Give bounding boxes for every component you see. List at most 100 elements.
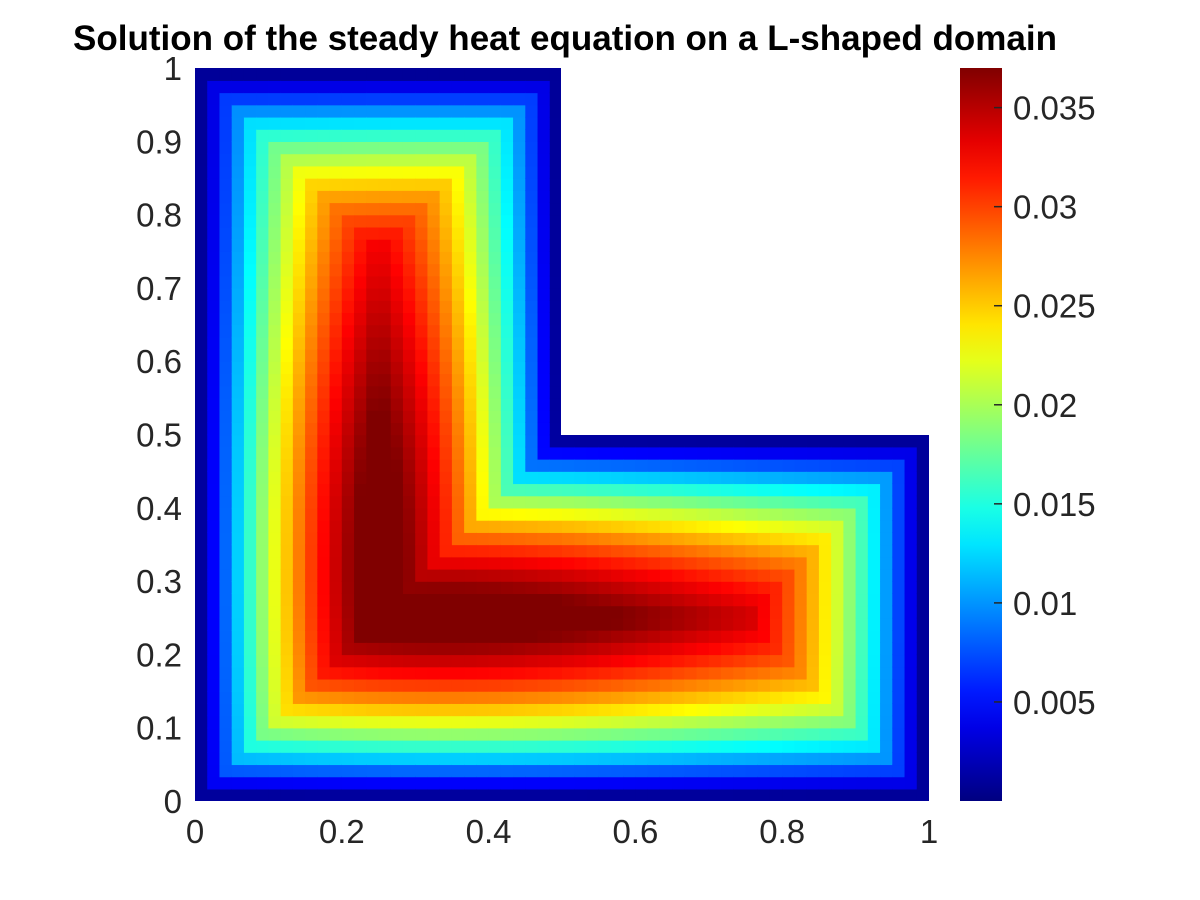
heatmap-cell [292,422,306,436]
heatmap-cell [513,116,526,130]
heatmap-cell [488,568,502,582]
heatmap-cell [549,263,563,277]
heatmap-cell [256,336,270,350]
heatmap-cell [904,593,918,607]
heatmap-cell [892,666,906,680]
heatmap-cell [537,68,551,81]
heatmap-cell [451,251,465,265]
heatmap-cell [537,263,551,277]
heatmap-cell [867,556,881,570]
heatmap-cell [525,434,539,448]
heatmap-cell [378,727,392,741]
heatmap-cell [354,336,367,350]
heatmap-cell [623,581,637,595]
heatmap-cell [476,202,490,216]
heatmap-cell [818,605,832,619]
heatmap-cell [195,703,208,717]
heatmap-cell [708,727,722,741]
heatmap-cell [292,141,306,155]
heatmap-cell [341,739,355,753]
heatmap-cell [549,458,563,472]
heatmap-cell [390,629,404,643]
heatmap-cell [256,703,270,717]
heatmap-cell [733,434,747,448]
heatmap-cell [195,483,208,497]
heatmap-cell [268,495,282,509]
heatmap-cell [219,422,233,436]
heatmap-cell [341,202,355,216]
heatmap-cell [721,581,734,595]
heatmap-cell [219,434,233,448]
heatmap-cell [317,666,331,680]
heatmap-cell [231,422,245,436]
heatmap-cell [268,642,282,656]
heatmap-cell [733,532,747,546]
heatmap-cell [402,251,416,265]
heatmap-cell [366,373,380,387]
heatmap-cell [231,703,245,717]
heatmap-cell [708,568,722,582]
heatmap-cell [598,593,612,607]
heatmap-cell [268,556,282,570]
heatmap-cell [219,471,233,485]
heatmap-cell [659,788,673,801]
heatmap-cell [892,629,906,643]
heatmap-cell [892,739,906,753]
heatmap-cell [292,532,306,546]
heatmap-cell [831,642,845,656]
heatmap-cell [464,495,478,509]
heatmap-cell [464,129,478,142]
heatmap-cell [427,703,441,717]
heatmap-cell [464,605,478,619]
heatmap-cell [390,275,404,289]
heatmap-cell [378,483,392,497]
heatmap-cell [610,739,624,753]
heatmap-cell [256,617,270,631]
heatmap-cell [476,727,490,741]
heatmap-cell [769,471,783,485]
heatmap-cell [513,471,526,485]
heatmap-cell [268,544,282,558]
heatmap-cell [219,495,233,509]
heatmap-cell [464,385,478,399]
heatmap-cell [598,532,612,546]
heatmap-cell [733,691,747,704]
heatmap-cell [806,691,820,704]
heatmap-cell [366,177,380,191]
heatmap-cell [476,348,490,362]
heatmap-cell [769,568,783,582]
heatmap-cell [586,544,600,558]
heatmap-cell [721,764,734,778]
heatmap-cell [378,165,392,179]
heatmap-cell [562,556,575,570]
heatmap-cell [659,532,673,546]
heatmap-cell [500,544,514,558]
heatmap-cell [427,373,441,387]
heatmap-cell [256,666,270,680]
heatmap-cell [219,654,233,668]
heatmap-cell [268,678,282,692]
heatmap-cell [549,776,563,790]
heatmap-cell [623,776,637,790]
heatmap-cell [537,251,551,265]
heatmap-cell [549,764,563,778]
heatmap-cell [243,239,257,252]
heatmap-cell [354,397,367,411]
heatmap-cell [280,190,294,204]
heatmap-cell [231,397,245,411]
heatmap-cell [610,666,624,680]
heatmap-cell [195,312,208,326]
heatmap-cell [195,654,208,668]
heatmap-cell [231,617,245,631]
heatmap-cell [806,507,820,521]
heatmap-cell [647,544,661,558]
heatmap-cell [268,116,282,130]
heatmap-cell [317,397,331,411]
heatmap-cell [745,520,759,533]
heatmap-cell [525,507,539,521]
heatmap-cell [684,593,698,607]
heatmap-cell [488,654,502,668]
heatmap-cell [880,739,893,753]
heatmap-cell [402,556,416,570]
heatmap-cell [892,654,906,668]
